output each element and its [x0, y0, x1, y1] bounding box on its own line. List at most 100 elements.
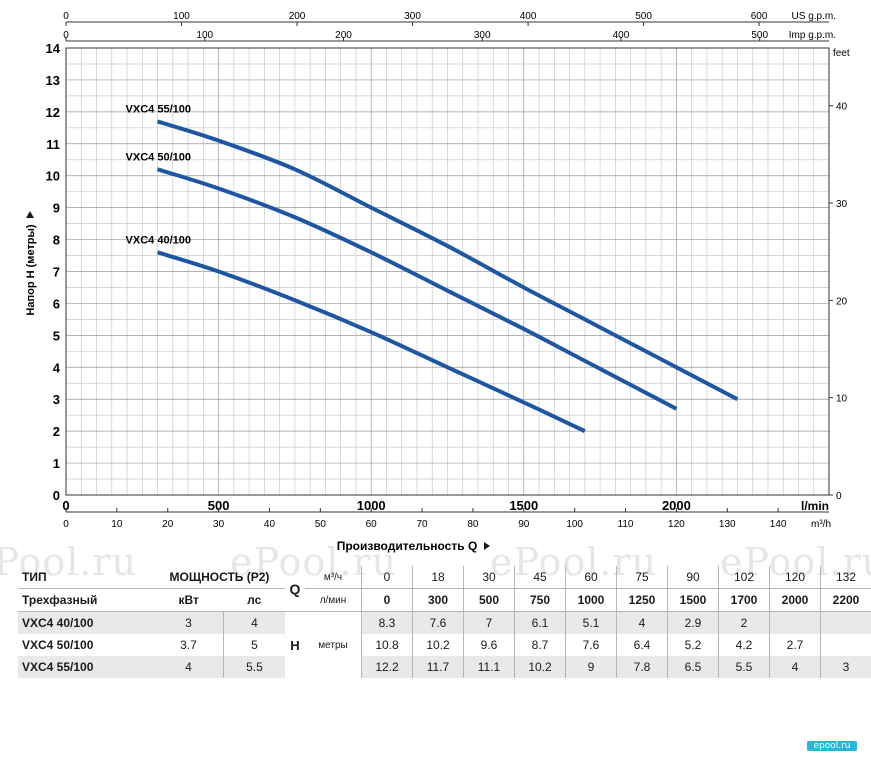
spec-table: ТИП МОЩНОСТЬ (P2) Q м³/ч 0 18 30 45 60 7…	[18, 566, 871, 678]
m3h-tick-label: 10	[111, 519, 123, 530]
row-2-h-7: 5.5	[718, 656, 770, 678]
m3h-tick-label: 30	[213, 519, 225, 530]
row-0-h-2: 7	[463, 611, 515, 634]
curve-1	[156, 167, 678, 411]
m3h-tick-label: 0	[63, 519, 69, 530]
y-tick-label: 8	[53, 233, 60, 248]
row-2-h-9: 3	[820, 656, 871, 678]
us-gpm-tick-label: 400	[520, 11, 537, 22]
q-lmin-9: 2200	[820, 588, 871, 612]
q-m3h-5: 75	[616, 566, 668, 589]
row-2-h-2: 11.1	[463, 656, 515, 678]
m3h-tick-label: 20	[162, 519, 174, 530]
feet-tick-label: 30	[836, 199, 848, 210]
us-gpm-tick-label: 500	[635, 11, 652, 22]
y-tick-label: 3	[53, 392, 60, 407]
q-m3h-0: 0	[361, 566, 413, 589]
q-m3h-2: 30	[463, 566, 515, 589]
row-0-h-1: 7.6	[412, 611, 464, 634]
phase-label: Трехфазный	[18, 588, 154, 612]
plot-frame	[65, 47, 830, 496]
x-tick-label: 0	[62, 498, 69, 513]
table-row-0: VXC4 40/100 3 4 H метры 8.3 7.6 7 6.1 5.…	[18, 611, 871, 653]
q-lmin-1: 300	[412, 588, 464, 612]
m3h-tick-label: 90	[518, 519, 530, 530]
epool-logo: epool.ru	[807, 741, 857, 751]
imp-gpm-tick-label: 300	[474, 30, 491, 41]
row-0-h-6: 2.9	[667, 611, 719, 634]
curve-label-0: VXC4 55/100	[126, 103, 191, 115]
row-1-h-7: 4.2	[718, 634, 770, 656]
row-0-h-3: 6.1	[514, 611, 566, 634]
y-axis-label: Напор H (метры)	[25, 224, 37, 315]
y-tick-label: 14	[46, 41, 61, 56]
imp-gpm-unit-label: Imp g.p.m.	[789, 30, 836, 41]
m3h-tick-label: 50	[315, 519, 327, 530]
row-0-h-0: 8.3	[361, 611, 413, 634]
q-m3h-1: 18	[412, 566, 464, 589]
row-2-hp: 5.5	[222, 656, 285, 678]
row-1-h-1: 10.2	[412, 634, 464, 656]
us-gpm-tick-label: 600	[751, 11, 768, 22]
row-2-name: VXC4 55/100	[18, 656, 154, 678]
table-row-1: VXC4 50/100 3.7 5 10.8 10.2 9.6 8.7 7.6 …	[18, 634, 871, 656]
x-tick-label: 500	[208, 498, 230, 513]
h-unit: метры	[318, 639, 348, 651]
x-unit-label: l/min	[801, 499, 829, 513]
q-lmin-4: 1000	[565, 588, 617, 612]
m3h-tick-label: 100	[566, 519, 583, 530]
q-m3h-6: 90	[667, 566, 719, 589]
us-gpm-tick-label: 200	[289, 11, 306, 22]
curve-2	[156, 250, 586, 433]
row-1-h-6: 5.2	[667, 634, 719, 656]
m3h-tick-label: 140	[770, 519, 787, 530]
row-2-h-4: 9	[565, 656, 617, 678]
q-label: Q	[285, 566, 305, 612]
y-tick-label: 5	[53, 328, 60, 343]
x-axis-label: Производительность Q	[337, 539, 478, 553]
m3h-tick-label: 80	[467, 519, 479, 530]
imp-gpm-tick-label: 500	[751, 30, 768, 41]
row-0-hp: 4	[222, 611, 285, 634]
row-2-h-3: 10.2	[514, 656, 566, 678]
q-lmin-7: 1700	[718, 588, 770, 612]
us-gpm-unit-label: US g.p.m.	[792, 11, 836, 22]
q-m3h-9: 132	[820, 566, 871, 589]
q-m3h-4: 60	[565, 566, 617, 589]
curve-0	[156, 119, 739, 401]
row-0-kw: 3	[154, 611, 224, 634]
row-1-h-8: 2.7	[769, 634, 821, 656]
q-lmin-3: 750	[514, 588, 566, 612]
table-row-2: VXC4 55/100 4 5.5 12.2 11.7 11.1 10.2 9 …	[18, 656, 871, 678]
y-tick-label: 2	[53, 424, 60, 439]
row-0-h-5: 4	[616, 611, 668, 634]
row-2-h-8: 4	[769, 656, 821, 678]
type-label: ТИП	[18, 566, 154, 589]
row-2-h-1: 11.7	[412, 656, 464, 678]
q-lmin-8: 2000	[769, 588, 821, 612]
q-lmin-6: 1500	[667, 588, 719, 612]
row-0-h-7: 2	[718, 611, 770, 634]
row-1-hp: 5	[222, 634, 285, 656]
feet-tick-label: 0	[836, 491, 842, 502]
row-0-h-4: 5.1	[565, 611, 617, 634]
imp-gpm-tick-label: 100	[196, 30, 213, 41]
y-tick-label: 4	[53, 360, 61, 375]
curve-label-1: VXC4 50/100	[126, 151, 191, 163]
feet-tick-label: 20	[836, 296, 848, 307]
q-m3h-8: 120	[769, 566, 821, 589]
y-axis-arrow-icon	[26, 211, 34, 218]
q-unit-m3h: м³/ч	[305, 566, 362, 589]
us-gpm-tick-label: 300	[404, 11, 421, 22]
h-label: H	[290, 637, 300, 653]
row-2-h-0: 12.2	[361, 656, 413, 678]
m3h-tick-label: 130	[719, 519, 736, 530]
row-1-name: VXC4 50/100	[22, 638, 94, 652]
feet-tick-label: 10	[836, 394, 848, 405]
y-tick-label: 7	[53, 265, 60, 280]
row-1-kw: 3.7	[180, 638, 197, 652]
imp-gpm-tick-label: 400	[613, 30, 630, 41]
row-2-kw: 4	[154, 656, 224, 678]
row-1-h-0: 10.8	[361, 634, 413, 656]
